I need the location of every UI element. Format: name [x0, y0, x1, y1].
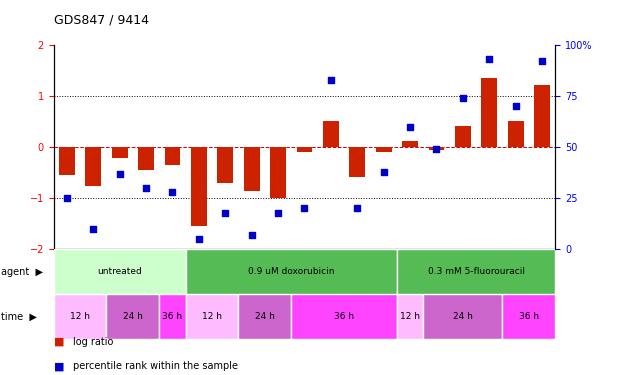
Point: [537, 58, 547, 64]
Bar: [191, 147, 207, 226]
Point: [352, 206, 362, 212]
Text: ■: ■: [54, 337, 64, 347]
Bar: [54, 294, 107, 339]
Bar: [323, 121, 339, 147]
Text: 12 h: 12 h: [400, 312, 420, 321]
Point: [62, 195, 72, 201]
Bar: [59, 147, 74, 175]
Bar: [138, 147, 154, 170]
Text: agent  ▶: agent ▶: [1, 267, 44, 277]
Bar: [217, 147, 233, 183]
Point: [273, 210, 283, 216]
Bar: [112, 147, 127, 158]
Point: [299, 206, 309, 212]
Text: time  ▶: time ▶: [1, 312, 37, 322]
Bar: [244, 147, 259, 190]
Bar: [165, 147, 180, 165]
Bar: [508, 121, 524, 147]
Text: 12 h: 12 h: [202, 312, 222, 321]
Text: 12 h: 12 h: [70, 312, 90, 321]
Text: GDS847 / 9414: GDS847 / 9414: [54, 13, 149, 26]
Point: [379, 169, 389, 175]
Text: 24 h: 24 h: [453, 312, 473, 321]
Bar: [481, 78, 497, 147]
Point: [141, 185, 151, 191]
Text: percentile rank within the sample: percentile rank within the sample: [73, 361, 237, 371]
Bar: [428, 147, 444, 150]
Bar: [186, 294, 239, 339]
Point: [405, 124, 415, 130]
Point: [247, 232, 257, 238]
Bar: [186, 249, 397, 294]
Point: [220, 210, 230, 216]
Bar: [502, 294, 555, 339]
Text: 0.9 uM doxorubicin: 0.9 uM doxorubicin: [248, 267, 334, 276]
Bar: [292, 294, 397, 339]
Text: 24 h: 24 h: [255, 312, 274, 321]
Point: [115, 171, 125, 177]
Bar: [85, 147, 101, 186]
Text: 36 h: 36 h: [334, 312, 354, 321]
Bar: [297, 147, 312, 152]
Bar: [397, 294, 423, 339]
Point: [194, 236, 204, 242]
Bar: [239, 294, 292, 339]
Bar: [107, 294, 159, 339]
Text: 24 h: 24 h: [123, 312, 143, 321]
Bar: [534, 85, 550, 147]
Text: log ratio: log ratio: [73, 337, 113, 347]
Bar: [54, 249, 186, 294]
Text: untreated: untreated: [97, 267, 142, 276]
Point: [484, 56, 494, 62]
Bar: [423, 294, 502, 339]
Text: 36 h: 36 h: [162, 312, 182, 321]
Point: [432, 146, 442, 152]
Bar: [402, 141, 418, 147]
Point: [167, 189, 177, 195]
Point: [326, 77, 336, 83]
Bar: [270, 147, 286, 198]
Point: [510, 103, 521, 110]
Bar: [455, 126, 471, 147]
Text: ■: ■: [54, 361, 64, 371]
Bar: [397, 249, 555, 294]
Point: [88, 226, 98, 232]
Point: [458, 95, 468, 101]
Bar: [375, 147, 392, 152]
Text: 0.3 mM 5-fluorouracil: 0.3 mM 5-fluorouracil: [428, 267, 524, 276]
Bar: [350, 147, 365, 177]
Text: 36 h: 36 h: [519, 312, 539, 321]
Bar: [159, 294, 186, 339]
